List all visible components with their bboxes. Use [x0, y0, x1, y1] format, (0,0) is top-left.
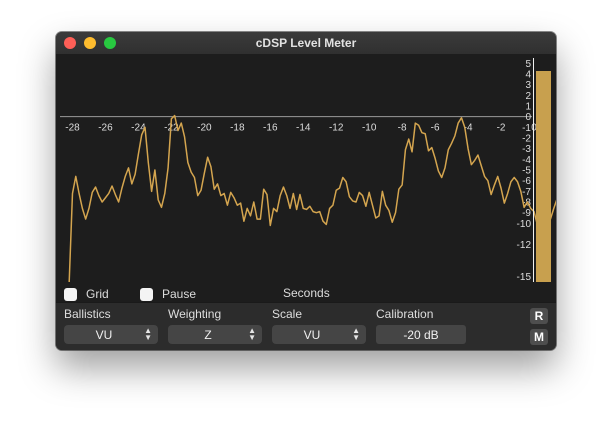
- y-tick-label: 3: [525, 80, 531, 91]
- y-tick-label: 5: [525, 59, 531, 70]
- zoom-button[interactable]: [104, 37, 116, 49]
- r-button[interactable]: R: [530, 308, 548, 324]
- scale-select[interactable]: VU ▲ ▼: [272, 325, 366, 344]
- x-tick-label: -18: [230, 123, 245, 134]
- x-tick-label: -22: [164, 123, 179, 134]
- x-tick-label: -24: [131, 123, 146, 134]
- grid-label: Grid: [86, 287, 109, 301]
- close-button[interactable]: [64, 37, 76, 49]
- title-bar: cDSP Level Meter: [56, 32, 556, 55]
- x-tick-label: -14: [296, 123, 311, 134]
- x-tick-label: -2: [497, 123, 506, 134]
- level-bar: [536, 71, 551, 282]
- m-button[interactable]: M: [530, 329, 548, 345]
- weighting-value: Z: [204, 328, 212, 342]
- up-down-arrows-icon: ▲ ▼: [352, 326, 360, 342]
- y-tick-label: -3: [522, 144, 531, 155]
- y-tick-label: -10: [517, 219, 532, 230]
- y-tick-label: -6: [522, 176, 531, 187]
- scale-value: VU: [303, 328, 321, 342]
- x-tick-label: 0: [531, 123, 537, 134]
- calibration-value: -20 dB: [403, 328, 439, 342]
- x-tick-label: -28: [65, 123, 80, 134]
- x-tick-label: -20: [197, 123, 212, 134]
- y-tick-label: -7: [522, 187, 531, 198]
- x-tick-label: -6: [431, 123, 440, 134]
- window-title: cDSP Level Meter: [255, 36, 357, 50]
- y-tick-label: -5: [522, 166, 531, 177]
- minimize-button[interactable]: [84, 37, 96, 49]
- grid-checkbox[interactable]: [64, 287, 77, 301]
- y-tick-label: -9: [522, 208, 531, 219]
- y-tick-label: -15: [517, 272, 532, 283]
- scale-label: Scale: [272, 307, 303, 321]
- calibration-label: Calibration: [376, 307, 434, 321]
- x-tick-label: -16: [263, 123, 278, 134]
- up-down-arrows-icon: ▲ ▼: [144, 326, 152, 342]
- y-tick-label: 4: [525, 70, 531, 81]
- settings-panel: Ballistics VU ▲ ▼ Weighting Z ▲ ▼ Scale VU…: [56, 302, 556, 350]
- y-tick-label: 0: [525, 112, 531, 123]
- y-tick-label: -1: [522, 123, 531, 134]
- y-tick-label: 1: [525, 102, 531, 113]
- pause-option[interactable]: Pause: [140, 286, 196, 302]
- weighting-select[interactable]: Z ▲ ▼: [168, 325, 262, 344]
- y-tick-label: -12: [517, 240, 532, 251]
- y-tick-label: 2: [525, 91, 531, 102]
- level-history-chart: -28-26-24-22-20-18-16-14-12-10-8-6-4-20 …: [56, 54, 556, 286]
- ballistics-value: VU: [95, 328, 113, 342]
- x-tick-label: -26: [98, 123, 113, 134]
- ballistics-select[interactable]: VU ▲ ▼: [64, 325, 158, 344]
- x-tick-label: -10: [362, 123, 377, 134]
- y-tick-label: -4: [522, 155, 531, 166]
- weighting-label: Weighting: [168, 307, 222, 321]
- x-axis-title: Seconds: [283, 286, 330, 300]
- level-trace: [68, 114, 556, 283]
- x-tick-label: -12: [329, 123, 344, 134]
- meter-divider: [533, 58, 534, 282]
- pause-label: Pause: [162, 287, 197, 301]
- x-tick-labels: -28-26-24-22-20-18-16-14-12-10-8-6-4-20: [65, 123, 537, 134]
- ballistics-label: Ballistics: [64, 307, 111, 321]
- calibration-field[interactable]: -20 dB: [376, 325, 466, 344]
- pause-checkbox[interactable]: [140, 287, 153, 301]
- level-meter-window: cDSP Level Meter -28 -26 -24 -22 -20 -18 -16 -1…: [56, 32, 556, 350]
- grid-option[interactable]: Grid: [64, 286, 109, 302]
- x-tick-label: -8: [398, 123, 407, 134]
- chart-background: [56, 54, 556, 286]
- x-tick-label: -4: [464, 123, 473, 134]
- y-tick-label: -2: [522, 134, 531, 145]
- up-down-arrows-icon: ▲ ▼: [248, 326, 256, 342]
